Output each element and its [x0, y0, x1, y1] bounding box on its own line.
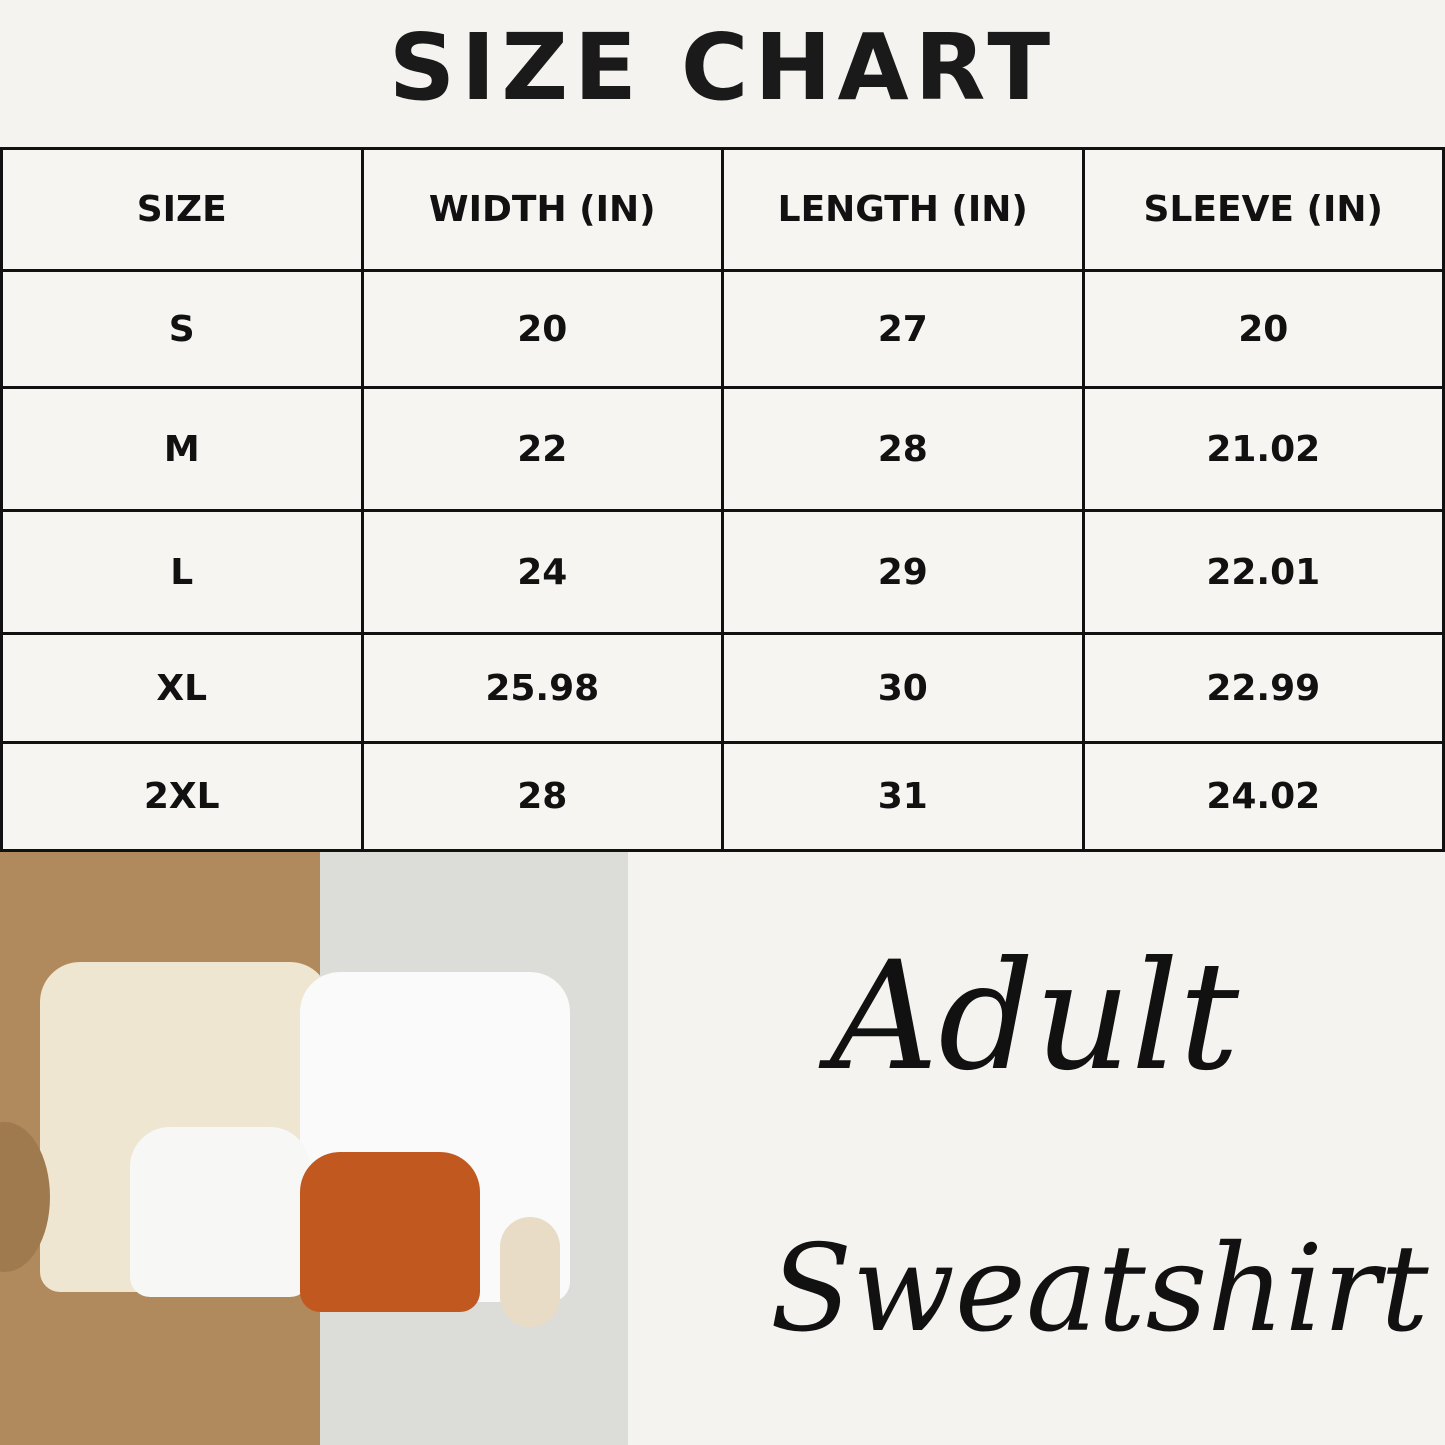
- cell: 27: [721, 269, 1085, 389]
- rust-romper: [300, 1152, 480, 1312]
- size-table: SIZE WIDTH (IN) LENGTH (IN) SLEEVE (IN) …: [0, 147, 1445, 852]
- header-width: WIDTH (IN): [360, 147, 724, 272]
- cell: 22.01: [1081, 509, 1445, 635]
- table-header-row: SIZE WIDTH (IN) LENGTH (IN) SLEEVE (IN): [0, 147, 1445, 272]
- cell: 28: [360, 741, 724, 852]
- cell: 20: [1081, 269, 1445, 389]
- cell: 22.99: [1081, 632, 1445, 744]
- teddy-bear: [500, 1217, 560, 1327]
- product-photo: [0, 852, 628, 1445]
- header-length: LENGTH (IN): [721, 147, 1085, 272]
- script-text-sweatshirt: Sweatshirt: [770, 1220, 1429, 1359]
- header-size: SIZE: [0, 147, 364, 272]
- cell: XL: [0, 632, 364, 744]
- cell: 25.98: [360, 632, 724, 744]
- page-title: SIZE CHART: [388, 14, 1057, 121]
- cell: S: [0, 269, 364, 389]
- cell: 24: [360, 509, 724, 635]
- cell: 31: [721, 741, 1085, 852]
- cell: L: [0, 509, 364, 635]
- cell: 21.02: [1081, 386, 1445, 512]
- table-row: L 24 29 22.01: [0, 509, 1445, 635]
- script-text-adult: Adult: [830, 930, 1240, 1104]
- cell: 30: [721, 632, 1085, 744]
- small-white-sweatshirt: [130, 1127, 310, 1297]
- cell: 28: [721, 386, 1085, 512]
- header-sleeve: SLEEVE (IN): [1081, 147, 1445, 272]
- cell: M: [0, 386, 364, 512]
- table-row: XL 25.98 30 22.99: [0, 632, 1445, 744]
- table-row: S 20 27 20: [0, 269, 1445, 389]
- cell: 2XL: [0, 741, 364, 852]
- table-row: M 22 28 21.02: [0, 386, 1445, 512]
- table-row: 2XL 28 31 24.02: [0, 741, 1445, 852]
- cell: 24.02: [1081, 741, 1445, 852]
- cell: 29: [721, 509, 1085, 635]
- cell: 22: [360, 386, 724, 512]
- cell: 20: [360, 269, 724, 389]
